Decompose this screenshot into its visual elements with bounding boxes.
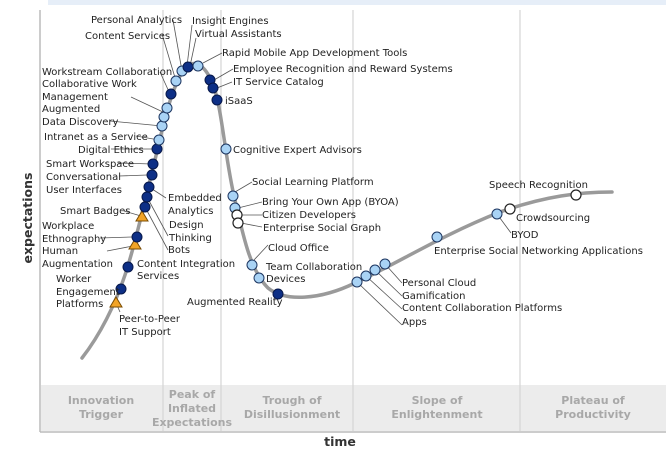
label-team-collaboration-devices: Team Collaboration Devices	[265, 262, 362, 285]
marker-team-collaboration-devices[interactable]	[253, 272, 265, 284]
marker-human-augmentation[interactable]	[128, 238, 142, 250]
marker-conversational-ui[interactable]	[146, 169, 158, 181]
label-smart-badges: Smart Badges	[60, 206, 130, 217]
leader-lines	[99, 19, 512, 326]
label-content-integration: Content Integration Services	[137, 259, 235, 282]
label-collaborative-work-management: Collaborative Work Management	[42, 79, 137, 103]
label-embedded-analytics: Embedded Analytics	[168, 193, 222, 217]
label-employee-recognition: Employee Recognition and Reward Systems	[233, 64, 453, 75]
marker-gamification[interactable]	[369, 264, 381, 276]
marker-peer-to-peer-it-support[interactable]	[109, 296, 123, 308]
label-insight-engines: Insight Engines	[192, 16, 269, 27]
label-cognitive-expert-advisors: Cognitive Expert Advisors	[233, 145, 362, 156]
label-digital-ethics: Digital Ethics	[78, 145, 144, 156]
marker-speech-recognition[interactable]	[570, 189, 582, 201]
marker-collaborative-work-management-2[interactable]	[161, 102, 173, 114]
marker-byod[interactable]	[491, 208, 503, 220]
marker-content-integration-services[interactable]	[122, 261, 134, 273]
marker-design-thinking[interactable]	[141, 191, 153, 203]
label-peer-to-peer: Peer-to-Peer IT Support	[119, 314, 181, 338]
marker-content-collaboration-platforms[interactable]	[360, 270, 372, 282]
marker-content-services[interactable]	[170, 75, 182, 87]
label-human-augmentation: Human Augmentation	[42, 246, 113, 270]
phase-slope: Slope of Enlightenment	[391, 394, 482, 421]
label-intranet-as-a-service: Intranet as a Service	[44, 132, 148, 143]
marker-cognitive-expert-advisors[interactable]	[220, 143, 232, 155]
label-workplace-ethnography: Workplace Ethnography	[42, 221, 106, 245]
y-axis-label: expectations	[20, 173, 35, 264]
label-bots: Bots	[168, 245, 190, 256]
label-apps: Apps	[402, 317, 427, 328]
technology-markers	[109, 60, 582, 308]
label-social-learning-platform: Social Learning Platform	[252, 177, 374, 188]
label-speech-recognition: Speech Recognition	[489, 180, 588, 191]
label-gamification: Gamification	[402, 291, 465, 302]
label-cloud-office: Cloud Office	[268, 243, 329, 254]
marker-isaas[interactable]	[211, 94, 223, 106]
marker-augmented-data-discovery[interactable]	[156, 120, 168, 132]
marker-collaborative-work-management[interactable]	[158, 111, 170, 123]
label-it-service-catalog: IT Service Catalog	[233, 77, 324, 88]
marker-insight-engines[interactable]	[182, 61, 194, 73]
technology-labels: Peer-to-Peer IT Support Worker Engagement P…	[42, 15, 643, 338]
marker-smart-badges[interactable]	[135, 210, 149, 222]
phase-peak: Peak of Inflated Expectations	[152, 388, 233, 429]
label-crowdsourcing: Crowdsourcing	[516, 213, 590, 224]
marker-personal-cloud[interactable]	[379, 258, 391, 270]
label-content-services: Content Services	[85, 31, 170, 42]
label-design-thinking: Design Thinking	[168, 220, 212, 244]
marker-smart-workspace[interactable]	[147, 158, 159, 170]
label-worker-engagement: Worker Engagement Platforms	[56, 274, 120, 310]
marker-crowdsourcing[interactable]	[504, 203, 516, 215]
top-bar	[48, 0, 666, 5]
marker-embedded-analytics[interactable]	[143, 181, 155, 193]
label-personal-analytics: Personal Analytics	[91, 15, 182, 26]
marker-workplace-ethnography[interactable]	[131, 231, 143, 243]
phase-trough: Trough of Disillusionment	[244, 394, 340, 421]
marker-esna[interactable]	[431, 231, 443, 243]
marker-it-service-catalog[interactable]	[207, 82, 219, 94]
marker-digital-ethics[interactable]	[151, 143, 163, 155]
label-byod: BYOD	[511, 230, 539, 241]
marker-rapid-mobile-app-dev-tools[interactable]	[192, 60, 204, 72]
marker-augmented-reality[interactable]	[272, 288, 284, 300]
phase-plateau: Plateau of Productivity	[555, 394, 631, 421]
label-byoa: Bring Your Own App (BYOA)	[262, 197, 399, 208]
label-conversational-ui: Conversational User Interfaces	[46, 172, 122, 196]
label-enterprise-social-graph: Enterprise Social Graph	[263, 223, 381, 234]
marker-apps[interactable]	[351, 276, 363, 288]
label-augmented-reality: Augmented Reality	[187, 297, 283, 308]
marker-cloud-office[interactable]	[246, 259, 258, 271]
label-workstream-collaboration: Workstream Collaboration	[42, 67, 172, 78]
phase-innovation-trigger: Innovation Trigger	[68, 394, 134, 421]
label-augmented-data-discovery: Augmented Data Discovery	[42, 104, 119, 128]
label-personal-cloud: Personal Cloud	[402, 278, 476, 289]
marker-enterprise-social-graph[interactable]	[232, 217, 244, 229]
label-content-collaboration-platforms: Content Collaboration Platforms	[402, 303, 562, 314]
label-rapid-mobile-app-dev-tools: Rapid Mobile App Development Tools	[222, 48, 407, 59]
marker-intranet-as-a-service[interactable]	[153, 134, 165, 146]
label-esna: Enterprise Social Networking Application…	[434, 246, 643, 257]
marker-social-learning-platform[interactable]	[227, 190, 239, 202]
marker-workstream-collaboration[interactable]	[165, 88, 177, 100]
marker-bots[interactable]	[139, 201, 151, 213]
phase-dividers	[162, 10, 521, 431]
label-isaas: iSaaS	[225, 96, 253, 107]
label-virtual-assistants: Virtual Assistants	[195, 29, 282, 40]
x-axis-label: time	[324, 434, 356, 449]
label-citizen-developers: Citizen Developers	[262, 210, 356, 221]
label-smart-workspace: Smart Workspace	[46, 159, 134, 170]
marker-worker-engagement-platforms[interactable]	[115, 283, 127, 295]
